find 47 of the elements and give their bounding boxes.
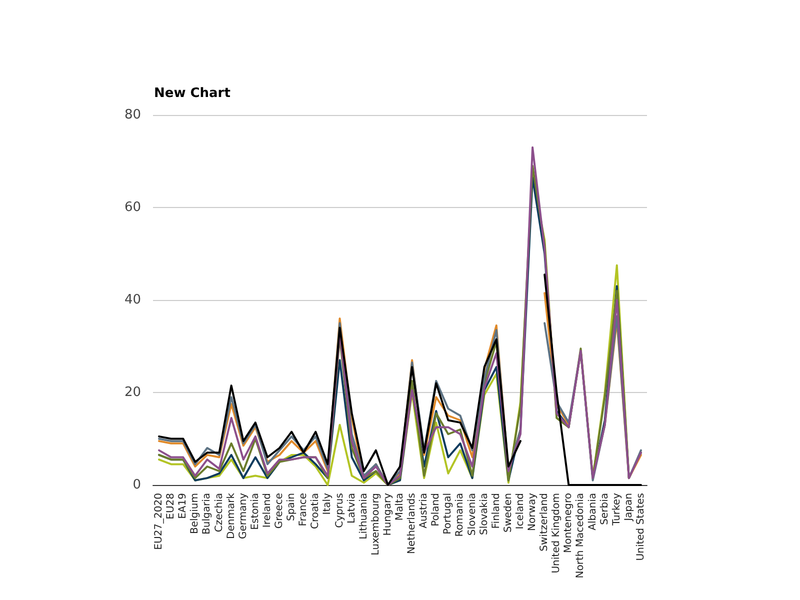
- x-tick-label: Finland: [490, 493, 502, 529]
- x-tick-label: Poland: [430, 493, 442, 526]
- x-tick-label: Greece: [274, 493, 286, 529]
- x-tick-label: Norway: [527, 492, 538, 531]
- x-tick-label: Slovakia: [478, 493, 490, 535]
- x-tick-label: France: [298, 493, 310, 526]
- x-tick-label: Portugal: [442, 493, 454, 534]
- x-tick-label: Luxembourg: [370, 493, 382, 556]
- x-tick-label: Serbia: [599, 493, 610, 525]
- x-tick-label: Sweden: [502, 493, 514, 533]
- x-tick-label: Netherlands: [406, 493, 418, 554]
- x-tick-label: EA19: [178, 493, 189, 519]
- x-tick-label: United Kingdom: [551, 493, 562, 574]
- x-tick-label: Spain: [286, 493, 298, 521]
- y-tick-label: 80: [124, 108, 141, 122]
- y-tick-label: 20: [124, 385, 141, 400]
- x-tick-label: Japan: [623, 493, 634, 522]
- x-tick-label: Montenegro: [563, 493, 574, 554]
- x-tick-label: Malta: [394, 493, 406, 521]
- x-tick-label: Cyprus: [334, 493, 346, 528]
- x-tick-label: Switzerland: [539, 493, 550, 552]
- x-tick-label: Hungary: [382, 492, 394, 536]
- x-tick-label: Czechia: [214, 493, 225, 532]
- chart-title: New Chart: [154, 86, 230, 101]
- x-tick-label: Germany: [238, 492, 249, 539]
- x-tick-label: Belgium: [190, 493, 201, 534]
- x-tick-label: United States: [635, 493, 646, 561]
- x-tick-label: EU28: [166, 493, 177, 520]
- x-tick-label: Estonia: [250, 493, 261, 530]
- x-tick-label: Denmark: [226, 492, 237, 539]
- x-tick-label: North Macedonia: [575, 493, 586, 578]
- x-tick-label: Lithuania: [358, 493, 370, 540]
- y-tick-label: 60: [124, 200, 141, 215]
- x-tick-label: Austria: [418, 493, 430, 528]
- y-tick-label: 0: [132, 478, 141, 492]
- x-tick-label: Iceland: [514, 493, 526, 530]
- x-tick-label: Latvia: [346, 493, 358, 524]
- x-tick-label: EU27_2020: [154, 493, 165, 550]
- x-tick-label: Romania: [454, 493, 466, 537]
- x-tick-label: Croatia: [310, 493, 322, 529]
- x-tick-label: Italy: [322, 492, 334, 515]
- x-tick-label: Bulgaria: [202, 493, 213, 534]
- y-tick-label: 40: [124, 292, 141, 308]
- x-tick-label: Ireland: [262, 493, 273, 528]
- x-tick-label: Turkey: [611, 492, 622, 527]
- x-tick-label: Slovenia: [466, 493, 478, 536]
- x-tick-label: Albania: [587, 493, 598, 530]
